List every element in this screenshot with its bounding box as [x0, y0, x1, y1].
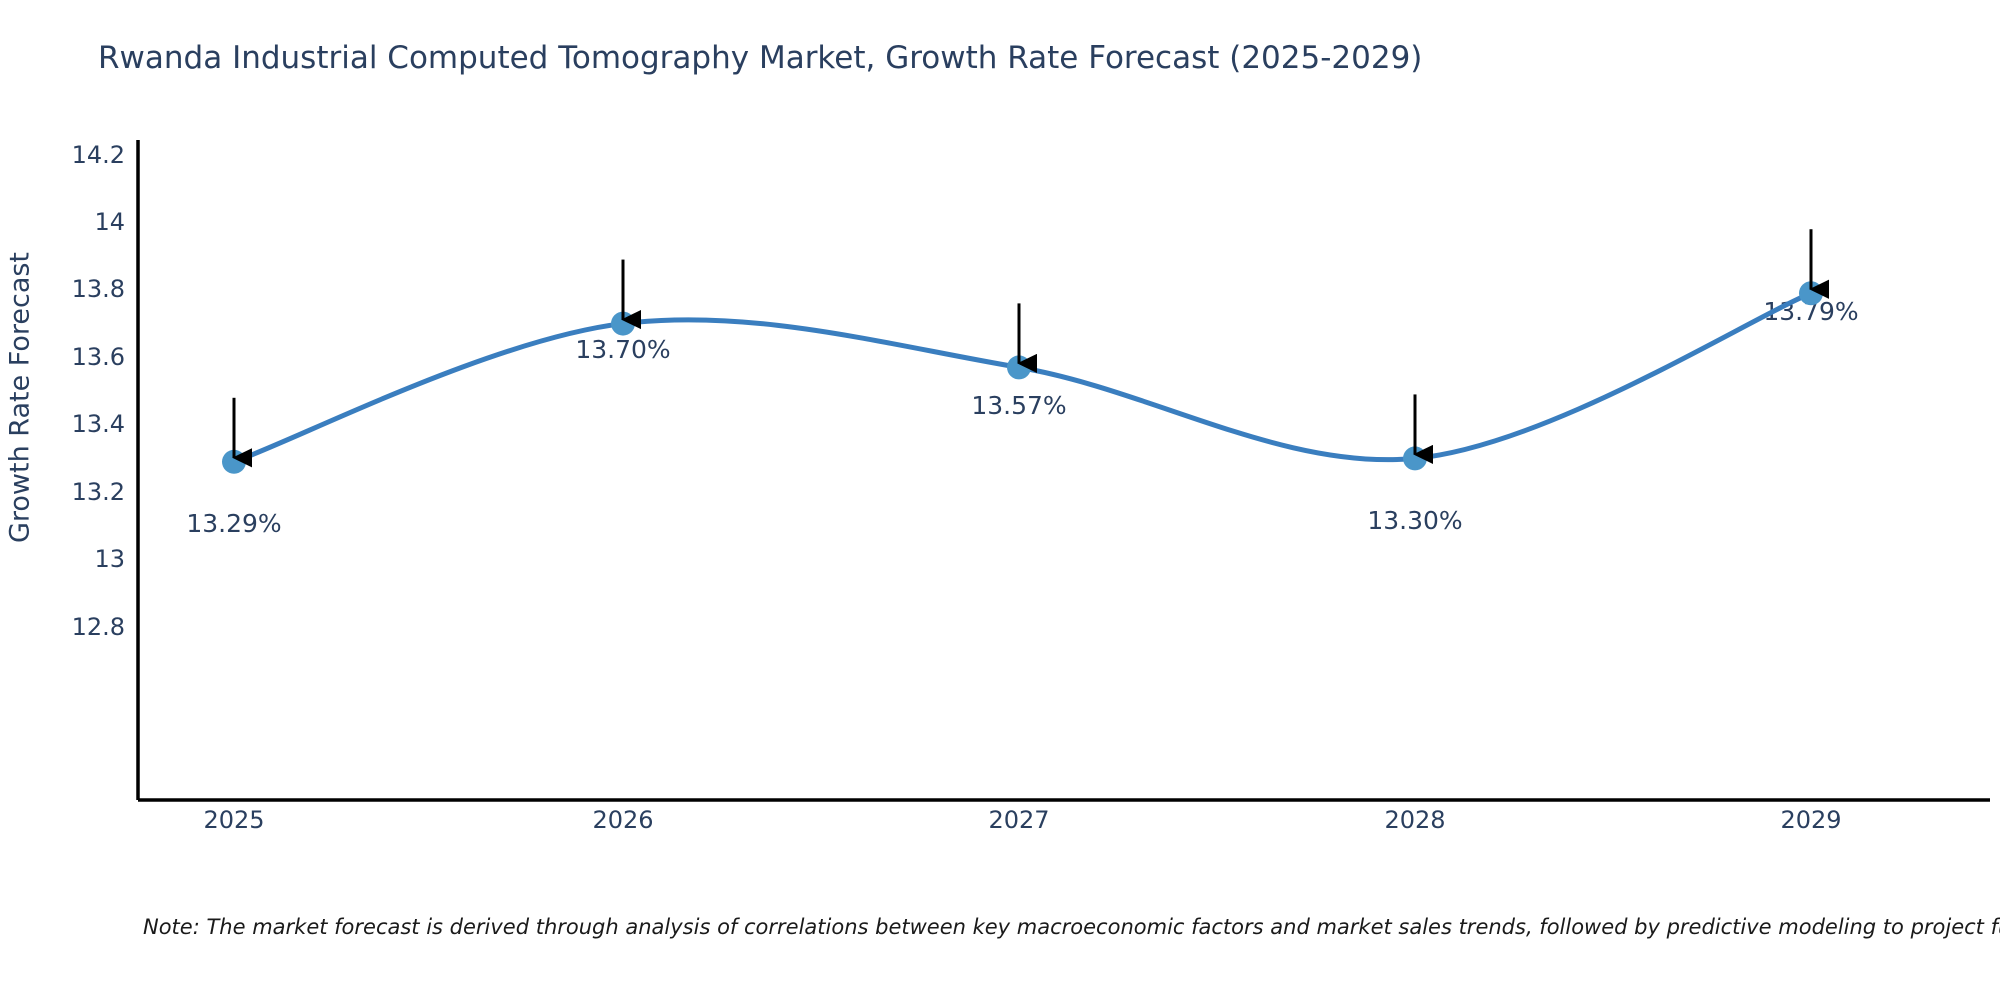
annotation-arrows [232, 229, 1829, 468]
y-axis-tick-label: 13.6 [71, 343, 125, 371]
y-axis-tick-label: 13.8 [71, 275, 125, 303]
data-point-label: 13.29% [186, 509, 282, 538]
data-point-label: 13.70% [575, 335, 671, 364]
y-axis-tick-label: 12.8 [71, 613, 125, 641]
x-axis-tick-label: 2027 [988, 806, 1050, 834]
y-axis-tick-label: 14 [94, 208, 125, 236]
chart-footnote: Note: The market forecast is derived thr… [143, 915, 2000, 939]
data-point-markers [222, 281, 1823, 474]
x-axis-tick-label: 2029 [1780, 806, 1842, 834]
data-point-label: 13.57% [971, 391, 1067, 420]
y-axis-tick-label: 13 [94, 545, 125, 573]
y-axis-tick-label: 13.2 [71, 478, 125, 506]
y-axis-tick-label: 13.4 [71, 410, 125, 438]
data-point-label: 13.30% [1367, 506, 1463, 535]
x-axis-tick-label: 2028 [1384, 806, 1446, 834]
x-axis-tick-label: 2025 [203, 806, 265, 834]
y-axis-tick-label: 14.2 [71, 141, 125, 169]
x-axis-tick-label: 2026 [592, 806, 654, 834]
chart-title: Rwanda Industrial Computed Tomography Ma… [98, 40, 1423, 76]
